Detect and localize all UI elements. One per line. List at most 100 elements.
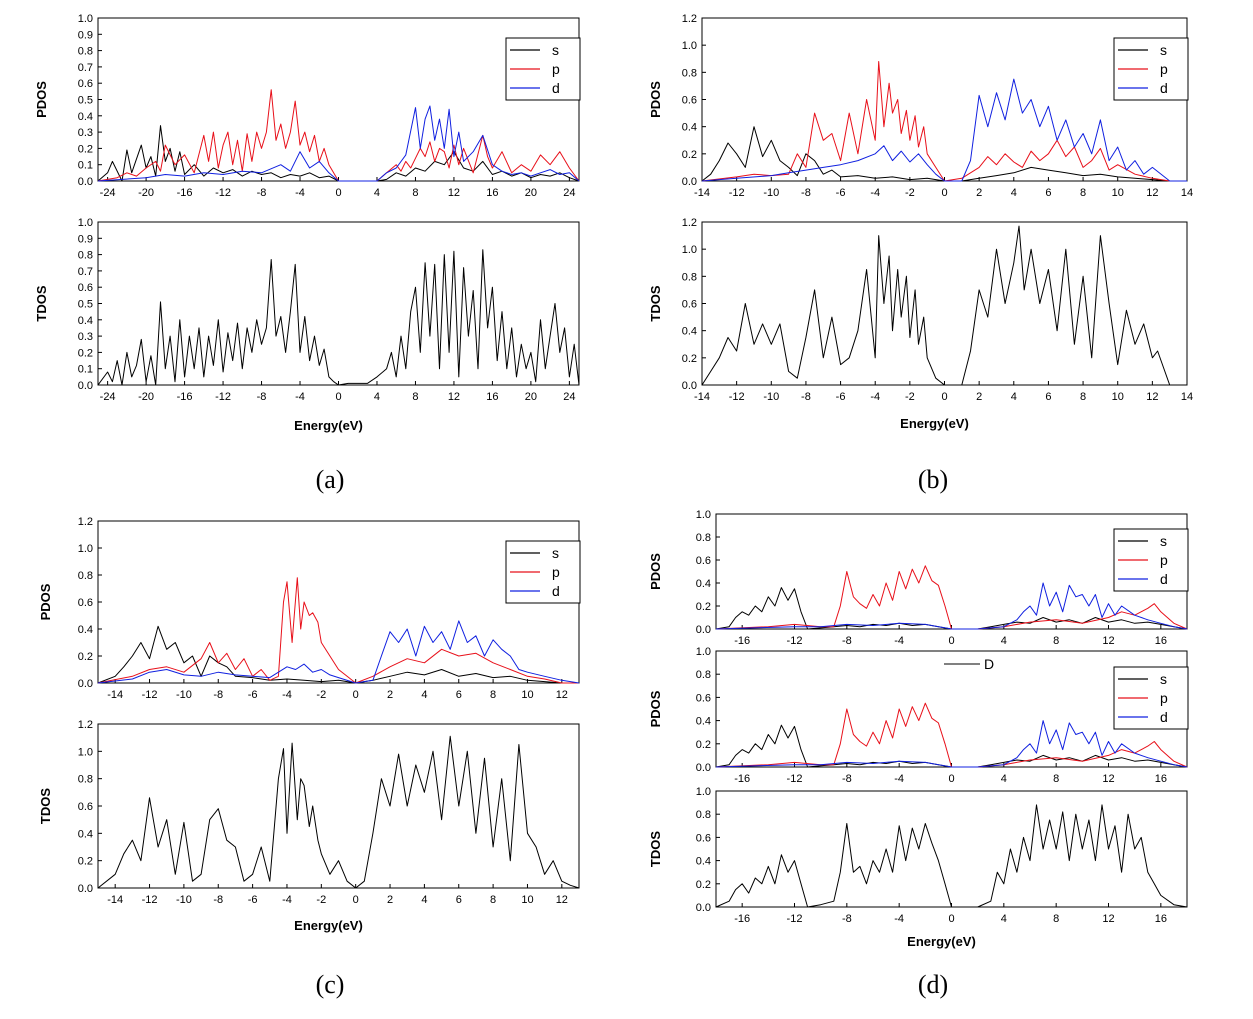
x-tick-label: 4	[1011, 391, 1017, 403]
x-tick-label: 8	[412, 187, 418, 199]
y-tick-label: 0.2	[78, 347, 93, 359]
x-tick-label: 0	[353, 894, 359, 906]
y-tick-label: 0.4	[78, 111, 93, 123]
y-axis-label: TDOS	[38, 788, 53, 824]
y-tick-label: 1.0	[78, 13, 93, 25]
legend-label-p: p	[1160, 61, 1168, 77]
y-tick-label: 0.4	[696, 856, 711, 868]
panel-b-1: 0.0 0.2 0.4 0.6 0.8 1.0 1.2 -14 -12 -10 -8 -6 -4 -2 0 2…	[648, 13, 1193, 199]
y-tick-label: 0.0	[78, 883, 93, 895]
series-line-p	[715, 565, 1188, 630]
legend: spd	[505, 540, 581, 604]
legend: spd	[1113, 666, 1189, 730]
x-tick-label: 2	[976, 391, 982, 403]
series-line-d	[701, 78, 1187, 182]
series-line-total	[97, 249, 580, 386]
x-tick-label: 12	[1102, 635, 1114, 647]
x-tick-label: -2	[316, 894, 326, 906]
x-tick-label: -8	[842, 635, 852, 647]
x-tick-label: 12	[448, 187, 460, 199]
x-tick-label: -20	[138, 187, 154, 199]
legend-label-d: d	[1160, 80, 1168, 96]
series-line-s	[715, 587, 1188, 630]
x-tick-label: 4	[421, 689, 427, 701]
x-tick-label: -4	[870, 187, 880, 199]
y-tick-label: 0.3	[78, 127, 93, 139]
y-tick-label: 0.8	[78, 46, 93, 58]
x-tick-label: -16	[177, 391, 193, 403]
x-tick-label: -12	[215, 187, 231, 199]
x-tick-label: -6	[248, 689, 258, 701]
panel-c-2: 0.0 0.2 0.4 0.6 0.8 1.0 1.2 -14 -12 -10 -8 -6 -4 -2 0 2…	[38, 719, 580, 906]
y-tick-label: 0.8	[78, 570, 93, 582]
panel-a-1: 0.0 0.1 0.2 0.3 0.4 0.5 0.6 0.7 0.8 0.9 1.0 -24 -20 -…	[34, 13, 581, 199]
axes-frame	[97, 221, 580, 386]
x-axis-label: Energy(eV)	[294, 418, 363, 433]
series-line-s	[97, 125, 580, 182]
legend-label-s: s	[552, 42, 559, 58]
y-tick-label: 0.8	[78, 774, 93, 786]
x-tick-label: 20	[525, 187, 537, 199]
y-tick-label: 0.4	[682, 122, 697, 134]
x-tick-label: 4	[1001, 913, 1007, 925]
x-tick-label: 10	[521, 689, 533, 701]
y-tick-label: 0.8	[696, 809, 711, 821]
x-axis-label: Energy(eV)	[294, 918, 363, 933]
x-tick-label: -14	[694, 187, 710, 199]
y-tick-label: 0.4	[78, 828, 93, 840]
x-tick-label: -8	[257, 187, 267, 199]
axes-frame	[715, 790, 1188, 908]
panel-d-1: 0.0 0.2 0.4 0.6 0.8 1.0 -16 -12 -8 -4 0 4 8 12 16 PDOS s…	[648, 509, 1189, 647]
x-tick-label: 4	[421, 894, 427, 906]
series-line-d	[97, 620, 580, 684]
x-tick-label: -8	[801, 187, 811, 199]
x-tick-label: 20	[525, 391, 537, 403]
x-tick-label: -12	[142, 894, 158, 906]
legend-label-p: p	[1160, 552, 1168, 568]
y-tick-label: 0.2	[696, 601, 711, 613]
x-tick-label: -16	[177, 187, 193, 199]
x-tick-label: -12	[729, 391, 745, 403]
y-tick-label: 0.2	[682, 149, 697, 161]
x-tick-label: -16	[734, 773, 750, 785]
x-tick-label: 12	[556, 689, 568, 701]
y-tick-label: 0.3	[78, 331, 93, 343]
x-tick-label: 16	[1155, 913, 1167, 925]
x-tick-label: 24	[563, 187, 575, 199]
series-line-s	[97, 625, 579, 684]
series-line-s	[701, 126, 1187, 182]
y-tick-label: 0.1	[78, 160, 93, 172]
x-tick-label: 0	[353, 689, 359, 701]
x-tick-label: -8	[213, 894, 223, 906]
x-tick-label: 10	[1112, 187, 1124, 199]
y-tick-label: 1.2	[78, 516, 93, 528]
y-tick-label: 1.0	[682, 40, 697, 52]
x-tick-label: 14	[1181, 187, 1193, 199]
x-tick-label: -2	[905, 187, 915, 199]
series-line-p	[701, 61, 1187, 182]
axes-frame	[97, 723, 580, 889]
legend-box	[1113, 666, 1189, 730]
y-tick-label: 0.7	[78, 62, 93, 74]
x-tick-label: 6	[1045, 391, 1051, 403]
y-axis-label: TDOS	[648, 285, 663, 321]
x-tick-label: 16	[486, 187, 498, 199]
x-tick-label: 8	[490, 894, 496, 906]
y-tick-label: 0.0	[682, 176, 697, 188]
x-tick-label: 2	[976, 187, 982, 199]
y-tick-label: 1.2	[78, 719, 93, 731]
legend-label-s: s	[1160, 533, 1167, 549]
series-line-s	[715, 724, 1188, 768]
x-tick-label: 0	[948, 635, 954, 647]
y-tick-label: 0.8	[682, 271, 697, 283]
x-tick-label: 4	[374, 391, 380, 403]
x-tick-label: 0	[948, 913, 954, 925]
series-line-total	[715, 804, 1188, 908]
y-tick-label: 1.2	[682, 13, 697, 25]
legend-label-p: p	[1160, 690, 1168, 706]
legend-label-d: d	[552, 583, 560, 599]
x-tick-label: -8	[842, 773, 852, 785]
y-axis-label: PDOS	[648, 81, 663, 118]
x-tick-label: 12	[556, 894, 568, 906]
